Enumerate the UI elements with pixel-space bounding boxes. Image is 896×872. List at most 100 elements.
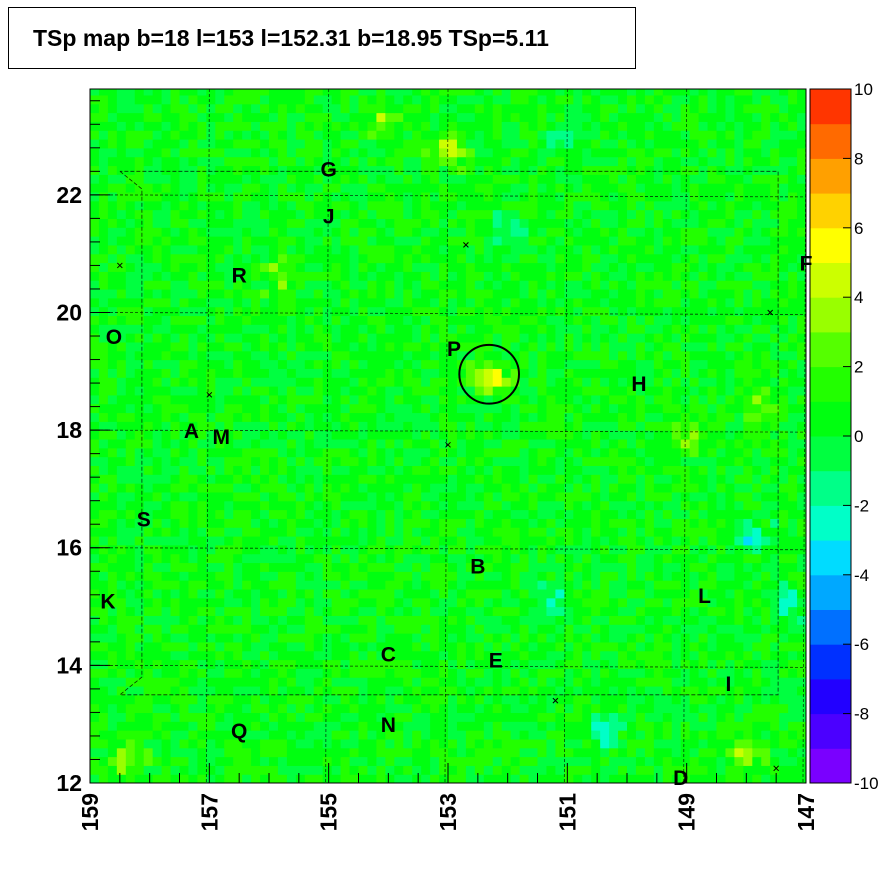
heatmap-cell xyxy=(331,677,342,687)
heatmap-cell xyxy=(269,456,279,466)
heatmap-cell xyxy=(752,606,762,616)
heatmap-cell xyxy=(322,491,333,502)
heatmap-cell xyxy=(439,721,449,731)
heatmap-cell xyxy=(662,447,673,458)
heatmap-cell xyxy=(770,597,780,608)
heatmap-cell xyxy=(662,624,673,634)
heatmap-cell xyxy=(376,341,386,352)
heatmap-cell xyxy=(653,438,664,449)
heatmap-cell xyxy=(555,306,565,317)
heatmap-cell xyxy=(403,668,413,678)
heatmap-cell xyxy=(286,297,297,308)
heatmap-cell xyxy=(90,430,100,440)
heatmap-cell xyxy=(367,244,377,255)
heatmap-cell xyxy=(618,315,628,325)
heatmap-cell xyxy=(206,359,216,369)
heatmap-cell xyxy=(752,262,762,272)
heatmap-cell xyxy=(197,421,207,431)
heatmap-cell xyxy=(707,738,718,749)
heatmap-cell xyxy=(483,650,494,661)
heatmap-cell xyxy=(340,438,351,449)
heatmap-cell xyxy=(277,747,288,758)
heatmap-cell xyxy=(358,518,369,528)
heatmap-cell xyxy=(134,227,145,237)
heatmap-cell xyxy=(260,527,270,537)
heatmap-cell xyxy=(376,368,386,378)
heatmap-cell xyxy=(474,641,485,652)
heatmap-cell xyxy=(770,518,780,528)
heatmap-cell xyxy=(671,615,682,625)
heatmap-cell xyxy=(295,324,306,334)
heatmap-cell xyxy=(188,430,198,440)
heatmap-cell xyxy=(474,747,485,758)
heatmap-cell xyxy=(689,368,700,378)
heatmap-cell xyxy=(233,774,243,783)
heatmap-cell xyxy=(349,606,360,616)
heatmap-cell xyxy=(421,606,431,616)
heatmap-cell xyxy=(161,624,172,634)
heatmap-cell xyxy=(313,438,324,449)
heatmap-cell xyxy=(716,624,727,634)
heatmap-cell xyxy=(430,244,440,255)
heatmap-cell xyxy=(537,659,548,669)
heatmap-cell xyxy=(152,377,163,387)
heatmap-cell xyxy=(510,756,521,766)
heatmap-cell xyxy=(779,641,789,652)
heatmap-cell xyxy=(313,306,324,317)
heatmap-cell xyxy=(125,509,136,519)
heatmap-cell xyxy=(152,624,163,634)
heatmap-cell xyxy=(564,535,574,546)
heatmap-cell xyxy=(546,430,556,440)
heatmap-cell xyxy=(752,465,762,475)
heatmap-cell xyxy=(591,474,601,484)
heatmap-cell xyxy=(107,227,118,237)
heatmap-cell xyxy=(385,324,395,334)
heatmap-cell xyxy=(698,712,709,722)
heatmap-cell xyxy=(582,765,592,775)
heatmap-cell xyxy=(358,765,369,775)
heatmap-cell xyxy=(251,368,261,378)
heatmap-cell xyxy=(403,527,413,537)
heatmap-cell xyxy=(797,483,806,493)
heatmap-cell xyxy=(465,271,476,281)
heatmap-cell xyxy=(635,633,646,643)
heatmap-cell xyxy=(304,236,315,246)
heatmap-cell xyxy=(734,500,744,511)
heatmap-cell xyxy=(98,421,109,431)
heatmap-cell xyxy=(340,615,351,625)
heatmap-cell xyxy=(492,306,503,317)
heatmap-cell xyxy=(483,297,494,308)
heatmap-cell xyxy=(161,262,172,272)
heatmap-cell xyxy=(707,580,718,590)
heatmap-cell xyxy=(761,315,771,325)
heatmap-cell xyxy=(367,527,377,537)
heatmap-cell xyxy=(367,491,377,502)
heatmap-cell xyxy=(376,544,386,555)
heatmap-cell xyxy=(412,606,422,616)
heatmap-cell xyxy=(483,368,494,378)
heatmap-cell xyxy=(152,403,163,414)
heatmap-cell xyxy=(260,650,270,661)
heatmap-cell xyxy=(367,535,377,546)
heatmap-cell xyxy=(582,756,592,766)
heatmap-cell xyxy=(376,677,386,687)
heatmap-cell xyxy=(635,597,646,608)
heatmap-cell xyxy=(752,491,762,502)
heatmap-cell xyxy=(644,553,655,564)
heatmap-cell xyxy=(197,297,207,308)
heatmap-cell xyxy=(519,509,530,519)
heatmap-cell xyxy=(555,597,565,608)
heatmap-cell xyxy=(600,297,610,308)
heatmap-cell xyxy=(662,377,673,387)
heatmap-cell xyxy=(143,712,154,722)
heatmap-cell xyxy=(797,350,806,361)
heatmap-cell xyxy=(295,430,306,440)
heatmap-cell xyxy=(358,703,369,714)
heatmap-cell xyxy=(797,474,806,484)
heatmap-cell xyxy=(251,359,261,369)
heatmap-cell xyxy=(734,262,744,272)
heatmap-cell xyxy=(215,562,225,572)
heatmap-cell xyxy=(483,491,494,502)
heatmap-cell xyxy=(98,597,109,608)
heatmap-cell xyxy=(564,315,574,325)
